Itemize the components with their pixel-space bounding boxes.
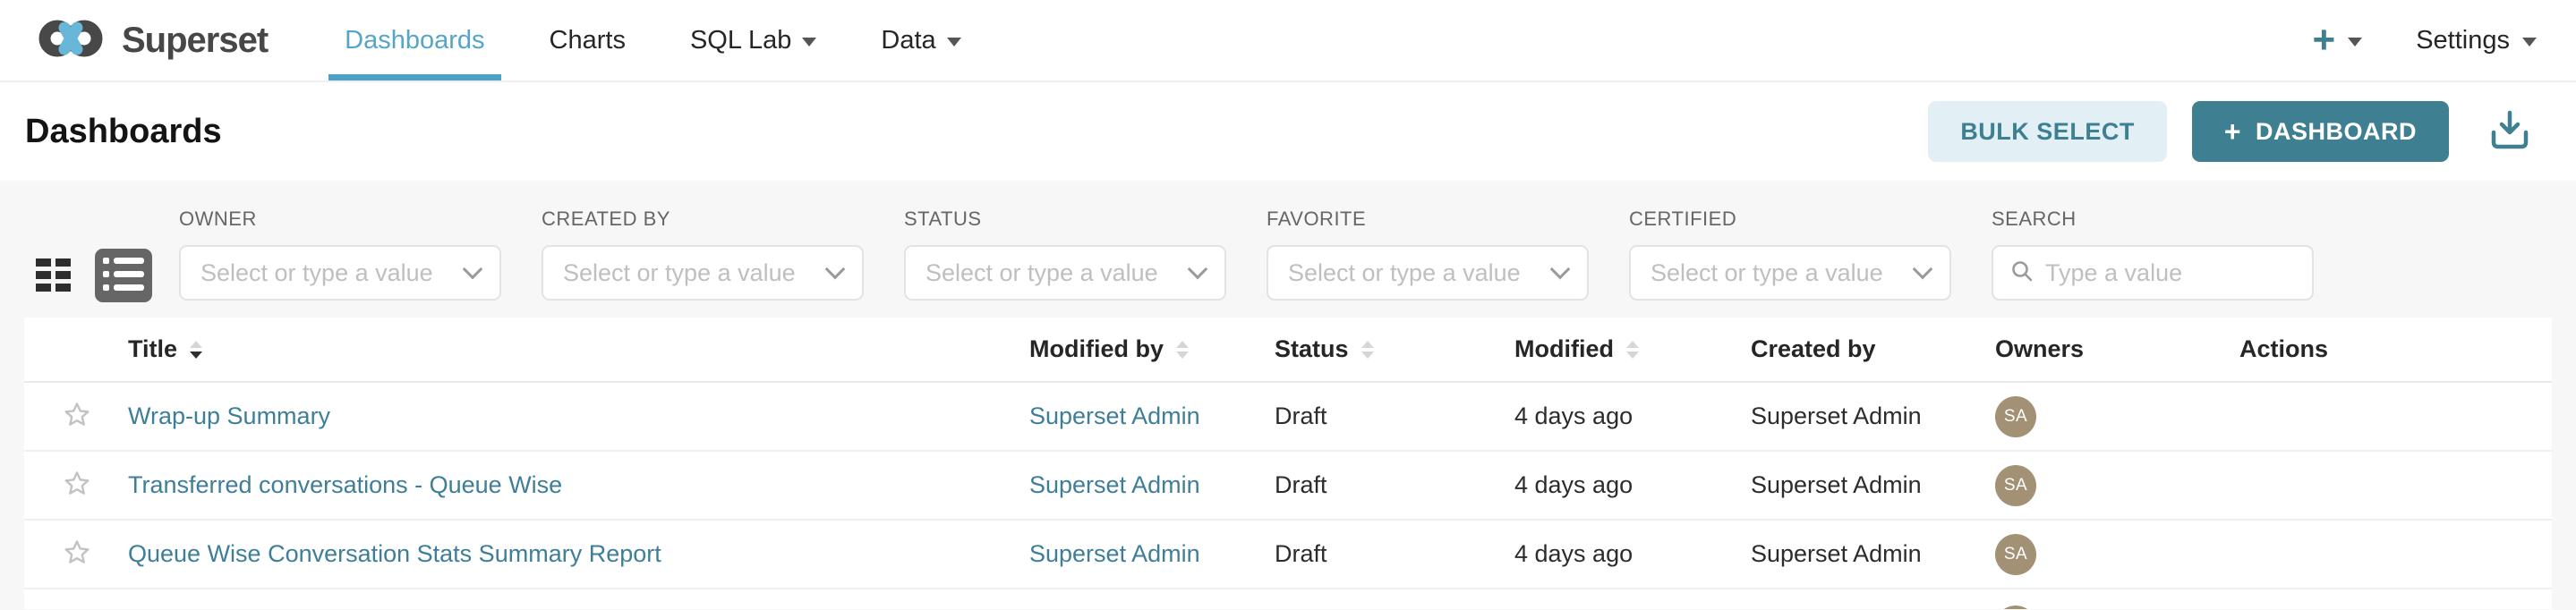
list-view-icon: [103, 256, 144, 296]
nav-item-charts[interactable]: Charts: [549, 25, 626, 55]
plus-icon: +: [2223, 115, 2241, 148]
dashboard-title-link[interactable]: Wrap-up Summary: [128, 402, 331, 429]
filter-favorite: FAVORITE Select or type a value: [1267, 208, 1589, 301]
filter-label: FAVORITE: [1267, 208, 1367, 230]
search-icon: [2009, 258, 2034, 288]
top-navbar: Superset Dashboards Charts SQL Lab Data …: [0, 0, 2576, 82]
dashboard-title-link[interactable]: Queue Wise Conversation Stats Summary Re…: [128, 540, 661, 567]
column-header-status[interactable]: Status: [1275, 335, 1514, 363]
filter-status: STATUS Select or type a value: [904, 208, 1226, 301]
chevron-down-icon: [802, 38, 817, 47]
filter-owner: OWNER Select or type a value: [179, 208, 501, 301]
dashboard-title-link[interactable]: Transferred conversations - Queue Wise: [128, 471, 563, 498]
sort-icon: [190, 340, 203, 359]
chevron-down-icon: [1549, 258, 1571, 280]
superset-logo[interactable]: Superset: [36, 0, 269, 80]
filter-bar: OWNER Select or type a value CREATED BY …: [0, 181, 2576, 318]
chevron-down-icon: [2348, 38, 2363, 47]
created-by-text: Superset Admin: [1751, 402, 1922, 429]
created-by-text: Superset Admin: [1751, 471, 1922, 498]
nav-item-dashboards[interactable]: Dashboards: [312, 0, 516, 80]
search-label: SEARCH: [1992, 208, 2077, 230]
filter-created-by: CREATED BY Select or type a value: [542, 208, 864, 301]
star-outline-icon: [63, 538, 91, 570]
table-header-row: Title Modified by Status Modified Create…: [24, 318, 2552, 383]
chevron-down-icon: [1187, 258, 1208, 280]
grid-card-view-icon: [36, 258, 72, 292]
sort-icon: [1176, 340, 1189, 359]
nav-item-data[interactable]: Data: [849, 0, 993, 80]
superset-infinity-icon: [36, 14, 107, 67]
created-by-select[interactable]: Select or type a value: [542, 245, 864, 301]
search-group: SEARCH: [1992, 208, 2314, 301]
table-row: Queue Wise Conversation Stats Summary Re…: [24, 521, 2552, 589]
filter-label: CREATED BY: [542, 208, 670, 230]
card-view-toggle-button[interactable]: [36, 258, 72, 292]
sort-icon: [1361, 340, 1374, 359]
chevron-down-icon: [1912, 258, 1933, 280]
new-item-menu-button[interactable]: +: [2313, 21, 2363, 60]
owner-avatar: SA: [1995, 395, 2036, 437]
star-outline-icon: [63, 401, 91, 432]
chevron-down-icon: [462, 258, 483, 280]
page-title: Dashboards: [25, 112, 222, 150]
status-text: Draft: [1275, 540, 1327, 567]
chevron-down-icon: [946, 38, 961, 47]
column-header-modified[interactable]: Modified: [1514, 335, 1751, 363]
modified-text: 4 days ago: [1514, 471, 1633, 498]
filter-certified: CERTIFIED Select or type a value: [1629, 208, 1951, 301]
favorite-select[interactable]: Select or type a value: [1267, 245, 1589, 301]
list-view-toggle-button[interactable]: [95, 249, 152, 302]
owner-avatar: SA: [1995, 464, 2036, 506]
navbar-right: + Settings: [2313, 0, 2537, 80]
status-text: Draft: [1275, 471, 1327, 498]
sort-icon: [1625, 340, 1639, 359]
plus-icon: +: [2312, 18, 2336, 62]
chevron-down-icon: [824, 258, 846, 280]
column-header-actions: Actions: [2239, 335, 2329, 362]
modified-by-link[interactable]: Superset Admin: [1029, 402, 1200, 429]
filter-label: OWNER: [179, 208, 257, 230]
modified-by-link[interactable]: Superset Admin: [1029, 540, 1200, 567]
owner-avatar: SA: [1995, 533, 2036, 575]
table-row: Wrap-up Summary Superset Admin Draft 4 d…: [24, 383, 2552, 452]
chevron-down-icon: [2522, 38, 2537, 47]
main-nav: Dashboards Charts SQL Lab Data: [312, 0, 993, 80]
new-dashboard-button[interactable]: + DASHBOARD: [2191, 101, 2449, 162]
view-toggles: [36, 249, 152, 302]
certified-select[interactable]: Select or type a value: [1629, 245, 1951, 301]
header-actions: BULK SELECT + DASHBOARD: [1928, 101, 2533, 162]
modified-text: 4 days ago: [1514, 540, 1633, 567]
modified-by-link[interactable]: Superset Admin: [1029, 471, 1200, 498]
download-tray-icon: [2486, 108, 2533, 156]
bulk-select-button[interactable]: BULK SELECT: [1928, 101, 2167, 162]
settings-menu-button[interactable]: Settings: [2416, 26, 2537, 55]
import-dashboards-button[interactable]: [2486, 108, 2533, 156]
favorite-star-button[interactable]: [63, 401, 91, 432]
favorite-star-button[interactable]: [63, 470, 91, 501]
column-header-owners: Owners: [1995, 335, 2085, 362]
dashboards-table: Title Modified by Status Modified Create…: [24, 318, 2552, 609]
filter-label: CERTIFIED: [1629, 208, 1737, 230]
owner-avatar: SA: [1995, 606, 2036, 609]
created-by-text: Superset Admin: [1751, 540, 1922, 567]
modified-text: 4 days ago: [1514, 402, 1633, 429]
brand-name: Superset: [122, 20, 269, 60]
owner-select[interactable]: Select or type a value: [179, 245, 501, 301]
search-box: [1992, 245, 2314, 301]
favorite-star-button[interactable]: [63, 538, 91, 570]
column-header-created-by: Created by: [1751, 335, 1876, 362]
status-text: Draft: [1275, 402, 1327, 429]
status-select[interactable]: Select or type a value: [904, 245, 1226, 301]
page-header: Dashboards BULK SELECT + DASHBOARD: [0, 82, 2576, 181]
table-row: Transferred conversations - Queue Wise S…: [24, 452, 2552, 521]
table-row-partial: SA: [24, 589, 2552, 609]
search-input[interactable]: [2045, 258, 2296, 287]
column-header-modified-by[interactable]: Modified by: [1029, 335, 1275, 363]
nav-item-sql-lab[interactable]: SQL Lab: [658, 0, 849, 80]
column-header-title[interactable]: Title: [128, 335, 1029, 363]
star-outline-icon: [63, 470, 91, 501]
filter-label: STATUS: [904, 208, 982, 230]
